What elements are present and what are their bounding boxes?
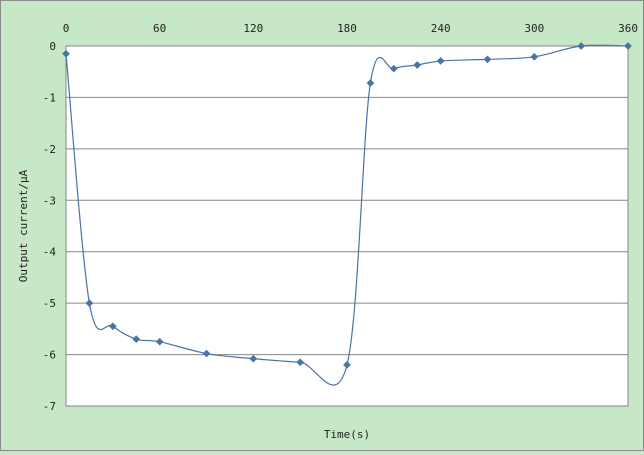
data-point-marker [62, 49, 70, 58]
y-tick-label: -1 [43, 91, 56, 104]
y-axis-title: Output current/μA [17, 169, 30, 282]
data-point-marker [85, 299, 94, 308]
y-tick-label: -3 [43, 194, 56, 207]
data-point-marker [132, 335, 141, 344]
data-point-marker [343, 360, 351, 369]
data-point-marker [366, 79, 375, 87]
x-tick-label: 240 [431, 22, 451, 35]
data-point-marker [530, 52, 539, 61]
data-point-marker [108, 322, 117, 331]
x-tick-label: 120 [243, 22, 263, 35]
y-tick-label: -7 [43, 400, 56, 413]
data-point-marker [249, 354, 258, 363]
plot-area [65, 45, 629, 407]
y-tick-labels: 0 -1 -2 -3 -4 -5 -6 -7 [43, 40, 57, 413]
y-tick-label: 0 [49, 40, 56, 53]
x-tick-label: 60 [153, 22, 166, 35]
data-point-marker [296, 358, 305, 367]
x-tick-labels: 0 60 120 180 240 300 360 [63, 22, 638, 35]
data-markers [62, 42, 632, 369]
y-tick-label: -5 [43, 297, 56, 310]
x-axis-title: Time(s) [324, 428, 370, 441]
data-point-marker [202, 349, 211, 358]
data-point-marker [483, 55, 492, 64]
data-point-marker [155, 337, 164, 346]
y-tick-label: -6 [43, 349, 56, 362]
x-tick-label: 300 [524, 22, 544, 35]
y-tick-label: -4 [43, 246, 57, 259]
x-tick-label: 0 [63, 22, 70, 35]
data-point-marker [577, 42, 586, 50]
data-point-marker [624, 42, 632, 50]
data-point-marker [413, 61, 422, 69]
y-tick-label: -2 [43, 143, 56, 156]
grid-lines [66, 96, 628, 356]
data-point-marker [389, 64, 398, 73]
x-tick-label: 180 [337, 22, 357, 35]
data-point-marker [436, 56, 445, 65]
x-tick-label: 360 [618, 22, 638, 35]
